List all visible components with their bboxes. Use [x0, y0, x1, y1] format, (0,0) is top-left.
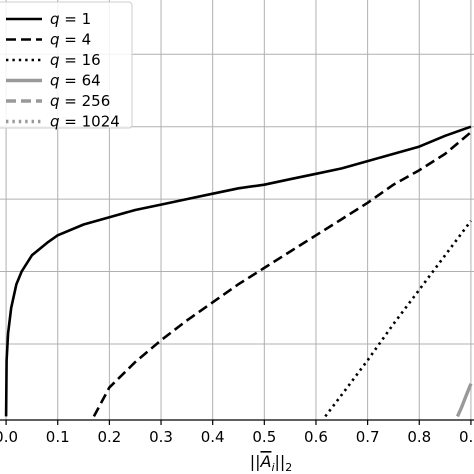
- x-axis-label-bars-left: ||: [250, 452, 261, 471]
- legend-label-q-1024: q = 1024: [50, 113, 120, 131]
- series-line-q-64: [455, 383, 473, 418]
- x-tick-label-3: 0.3: [149, 428, 173, 446]
- x-tick-label-0: 0.0: [0, 428, 18, 446]
- x-tick-label-4: 0.4: [201, 428, 225, 446]
- legend-frame: [0, 1, 133, 129]
- x-axis-label-norm: 2: [285, 461, 292, 474]
- legend-label-q-1: q = 1: [50, 10, 91, 28]
- legend-label-q-64: q = 64: [50, 72, 101, 90]
- legend-label-q-256: q = 256: [50, 92, 110, 110]
- x-tick-label-7: 0.7: [356, 428, 380, 446]
- x-axis-label-var: A: [259, 452, 271, 471]
- x-tick-label-8: 0.8: [407, 428, 431, 446]
- series-lines: [4, 125, 473, 418]
- x-tick-label-5: 0.5: [252, 428, 276, 446]
- series-line-q-16: [324, 220, 472, 418]
- x-tick-label-2: 0.2: [97, 428, 121, 446]
- legend: q = 1 q = 4 q = 16 q = 64 q = 256 q = 1024: [0, 1, 133, 131]
- x-axis-label-sub: i: [271, 461, 274, 474]
- legend-label-q-4: q = 4: [50, 31, 91, 49]
- grid: [0, 0, 474, 420]
- series-line-q-1: [4, 125, 472, 417]
- x-tick-label-9: 0.9: [459, 428, 474, 446]
- x-tick-label-1: 0.1: [46, 428, 70, 446]
- x-axis-label: ||Ai||2: [250, 452, 293, 474]
- x-tick-labels: 0.0 0.1 0.2 0.3 0.4 0.5 0.6 0.7 0.8 0.9: [0, 428, 474, 446]
- axes: [0, 419, 474, 425]
- x-tick-label-6: 0.6: [304, 428, 328, 446]
- series-line-q-4: [92, 131, 472, 418]
- legend-label-q-16: q = 16: [50, 51, 101, 69]
- x-axis-label-bars-right: ||: [275, 452, 286, 471]
